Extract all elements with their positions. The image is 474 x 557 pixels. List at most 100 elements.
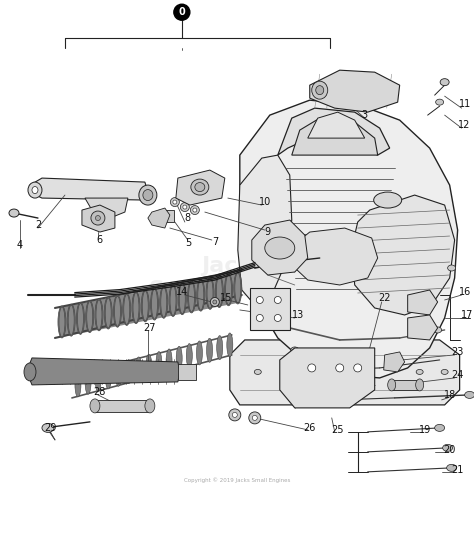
Bar xyxy=(392,380,419,390)
Ellipse shape xyxy=(416,379,424,391)
Ellipse shape xyxy=(197,279,205,311)
Ellipse shape xyxy=(286,369,293,374)
Polygon shape xyxy=(352,195,455,315)
Ellipse shape xyxy=(42,423,54,432)
Ellipse shape xyxy=(354,364,362,372)
Polygon shape xyxy=(308,112,365,138)
Text: 29: 29 xyxy=(44,423,56,433)
Polygon shape xyxy=(290,228,378,285)
Ellipse shape xyxy=(24,363,36,381)
Ellipse shape xyxy=(256,315,263,321)
Ellipse shape xyxy=(104,297,112,329)
Text: 15: 15 xyxy=(219,293,232,303)
Ellipse shape xyxy=(434,327,442,333)
Ellipse shape xyxy=(252,416,257,421)
Ellipse shape xyxy=(443,444,453,451)
Ellipse shape xyxy=(435,424,445,431)
Ellipse shape xyxy=(217,336,223,360)
Ellipse shape xyxy=(316,86,324,95)
Ellipse shape xyxy=(336,364,344,372)
Ellipse shape xyxy=(145,399,155,413)
Text: 19: 19 xyxy=(419,425,431,435)
Ellipse shape xyxy=(126,360,132,384)
Ellipse shape xyxy=(76,302,84,334)
Ellipse shape xyxy=(156,351,162,375)
Ellipse shape xyxy=(291,347,299,353)
Ellipse shape xyxy=(196,341,202,365)
Polygon shape xyxy=(30,178,148,200)
Ellipse shape xyxy=(170,198,179,207)
Ellipse shape xyxy=(173,200,177,204)
Ellipse shape xyxy=(416,369,423,374)
Ellipse shape xyxy=(143,189,153,201)
Ellipse shape xyxy=(336,365,344,371)
Text: 7: 7 xyxy=(212,237,218,247)
Ellipse shape xyxy=(312,81,328,99)
Text: 22: 22 xyxy=(378,293,391,303)
Ellipse shape xyxy=(95,368,101,392)
Ellipse shape xyxy=(113,295,121,327)
Ellipse shape xyxy=(308,364,316,372)
Ellipse shape xyxy=(67,304,75,336)
Ellipse shape xyxy=(123,294,131,325)
Ellipse shape xyxy=(176,346,182,370)
Polygon shape xyxy=(28,358,180,385)
Text: 11: 11 xyxy=(458,99,471,109)
Ellipse shape xyxy=(139,185,157,205)
Ellipse shape xyxy=(183,205,187,209)
Text: 13: 13 xyxy=(292,310,304,320)
Text: Copyright © 2019 Jacks Small Engines: Copyright © 2019 Jacks Small Engines xyxy=(183,477,290,483)
Ellipse shape xyxy=(132,292,140,324)
Text: 17: 17 xyxy=(461,310,474,320)
Ellipse shape xyxy=(264,295,272,301)
Text: Jack's
Small Engines: Jack's Small Engines xyxy=(149,256,325,300)
Ellipse shape xyxy=(256,296,263,304)
Ellipse shape xyxy=(441,369,448,374)
Text: 21: 21 xyxy=(451,465,464,475)
Ellipse shape xyxy=(249,412,261,424)
Ellipse shape xyxy=(391,362,399,368)
Ellipse shape xyxy=(465,392,474,398)
Ellipse shape xyxy=(447,265,456,271)
Polygon shape xyxy=(82,205,115,232)
Ellipse shape xyxy=(186,344,192,368)
Text: 10: 10 xyxy=(259,197,271,207)
Polygon shape xyxy=(383,352,405,372)
Text: 6: 6 xyxy=(97,235,103,245)
Polygon shape xyxy=(250,288,290,330)
Bar xyxy=(178,364,196,380)
Text: 18: 18 xyxy=(444,390,456,400)
Ellipse shape xyxy=(166,349,172,373)
Text: 8: 8 xyxy=(185,213,191,223)
Ellipse shape xyxy=(436,99,444,105)
Text: 3: 3 xyxy=(362,110,368,120)
Ellipse shape xyxy=(234,272,242,304)
Polygon shape xyxy=(176,170,225,205)
Ellipse shape xyxy=(191,179,209,195)
Ellipse shape xyxy=(28,182,42,198)
Ellipse shape xyxy=(32,187,38,194)
Bar xyxy=(95,400,150,412)
Text: 24: 24 xyxy=(451,370,464,380)
Ellipse shape xyxy=(188,281,196,313)
Text: 26: 26 xyxy=(303,423,316,433)
Ellipse shape xyxy=(274,296,281,304)
Ellipse shape xyxy=(169,285,177,316)
Text: 4: 4 xyxy=(17,240,23,250)
Polygon shape xyxy=(85,198,128,218)
Circle shape xyxy=(174,4,190,20)
Text: 5: 5 xyxy=(185,238,191,248)
Text: 23: 23 xyxy=(451,347,464,357)
Ellipse shape xyxy=(213,300,217,304)
Ellipse shape xyxy=(141,290,149,322)
Ellipse shape xyxy=(178,283,186,315)
Ellipse shape xyxy=(151,288,158,320)
Polygon shape xyxy=(240,100,457,378)
Ellipse shape xyxy=(180,203,189,212)
Polygon shape xyxy=(310,70,400,112)
Polygon shape xyxy=(408,290,438,315)
Ellipse shape xyxy=(9,209,19,217)
Polygon shape xyxy=(278,108,390,155)
Text: 9: 9 xyxy=(264,227,271,237)
Ellipse shape xyxy=(265,237,295,259)
